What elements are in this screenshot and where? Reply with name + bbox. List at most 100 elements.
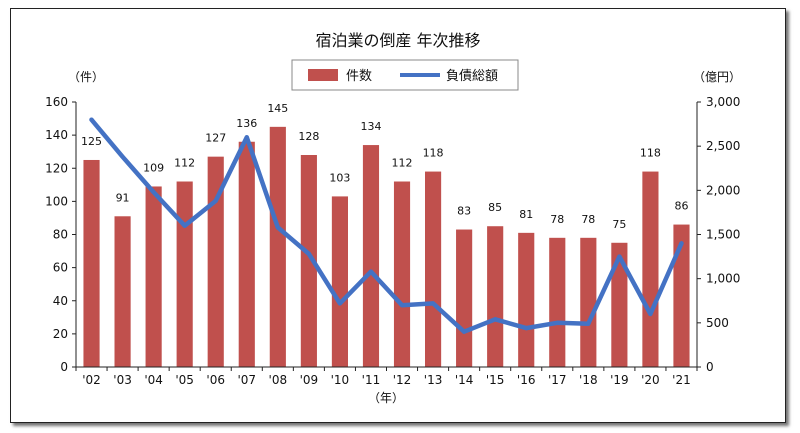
x-tick-label-5: '07 [237,373,256,387]
bar-1 [114,216,131,367]
legend: 件数 負債総額 [291,59,519,91]
bar-value-label-0: 125 [81,135,102,148]
x-tick-label-10: '12 [393,373,412,387]
bar-14 [518,232,535,367]
x-tick-label-2: '04 [144,373,163,387]
debt-point-17 [617,254,622,259]
bar-9 [362,145,380,367]
labels-layer: 125 91 109 112 127 136 145 128 103 134 112 118 83 85 8… [81,102,688,231]
x-tick-label-15: '17 [548,373,567,387]
bar-value-label-4: 127 [205,132,226,145]
legend-swatch-bars [308,69,338,81]
legend-label-line: 負債総額 [446,69,498,84]
x-axis-unit: （年） [368,391,404,405]
bar-2 [145,186,162,367]
bar-4 [207,156,224,367]
bar-12 [456,229,473,367]
bar-value-label-9: 134 [360,120,381,133]
left-tick-label-8: 160 [45,95,68,109]
debt-point-4 [213,198,218,203]
bar-19 [673,224,690,367]
bar-16 [580,237,597,367]
debt-point-10 [400,303,405,308]
debt-point-16 [586,321,591,326]
debt-point-2 [151,190,156,195]
right-tick-label-0: 0 [706,360,714,374]
x-tick-label-0: '02 [82,373,101,387]
bar-value-label-8: 103 [329,171,350,184]
debt-point-14 [524,326,529,331]
left-tick-label-4: 80 [53,228,68,242]
left-tick-label-1: 20 [53,327,68,341]
x-tick-label-13: '15 [486,373,505,387]
bar-15 [549,237,566,367]
left-tick-label-3: 60 [53,261,68,275]
bar-value-label-5: 136 [236,117,257,130]
legend-label-bars: 件数 [346,69,372,84]
bar-value-label-10: 112 [392,157,413,170]
line-layer [89,117,684,334]
debt-point-7 [306,251,311,256]
left-tick-label-0: 0 [60,360,68,374]
right-tick-label-3: 1,500 [706,228,740,242]
bar-value-label-16: 78 [581,213,595,226]
x-tick-label-8: '10 [331,373,350,387]
debt-line [89,117,684,334]
bar-11 [425,171,442,367]
bar-7 [300,155,317,367]
axes-layer: 0 20 40 60 80 100 120 140 160 0 500 1,000 1,500 2,000… [45,95,740,387]
right-tick-label-2: 1,000 [706,272,740,286]
x-tick-label-7: '09 [300,373,319,387]
bar-13 [487,226,504,367]
debt-point-3 [182,223,187,228]
debt-point-8 [337,301,342,306]
bars-layer [83,126,690,367]
bar-value-label-7: 128 [298,130,319,143]
bar-value-label-17: 75 [612,218,626,231]
debt-point-19 [679,241,684,246]
bar-10 [393,181,411,367]
right-tick-label-1: 500 [706,316,729,330]
x-tick-label-6: '08 [269,373,288,387]
bar-value-label-13: 85 [488,201,502,214]
bar-value-label-2: 109 [143,161,164,174]
right-axis-unit: （億円） [693,70,741,84]
left-axis-unit: （件） [68,70,104,84]
debt-point-13 [493,317,498,322]
debt-point-5 [244,135,249,140]
x-tick-label-12: '14 [455,373,474,387]
x-tick-label-14: '16 [517,373,536,387]
x-tick-label-17: '19 [610,373,629,387]
x-tick-label-18: '20 [641,373,660,387]
bar-value-label-18: 118 [640,147,661,160]
bar-value-label-19: 86 [674,200,688,213]
right-tick-label-4: 2,000 [706,183,740,197]
chart-title: 宿泊業の倒産 年次推移 [315,31,480,50]
bar-6 [269,126,286,367]
x-tick-label-3: '05 [175,373,194,387]
bar-0 [83,159,100,367]
right-tick-label-5: 2,500 [706,139,740,153]
x-tick-label-19: '21 [672,373,691,387]
left-tick-label-2: 40 [53,294,68,308]
bar-value-label-3: 112 [174,157,195,170]
left-tick-label-6: 120 [45,161,68,175]
left-tick-label-5: 100 [45,194,68,208]
bar-18 [642,171,659,367]
right-tick-label-6: 3,000 [706,95,740,109]
x-tick-label-11: '13 [424,373,443,387]
debt-point-1 [120,154,125,159]
debt-point-11 [431,301,436,306]
debt-point-0 [89,117,94,122]
debt-point-6 [275,225,280,230]
bar-value-label-1: 91 [116,191,130,204]
debt-point-18 [648,312,653,316]
x-tick-label-9: '11 [362,373,381,387]
bar-17 [611,242,628,367]
x-tick-label-16: '18 [579,373,598,387]
bar-8 [331,196,348,367]
bar-value-label-6: 145 [267,102,288,115]
left-tick-label-7: 140 [45,128,68,142]
x-tick-label-4: '06 [206,373,225,387]
bar-value-label-11: 118 [423,147,444,160]
